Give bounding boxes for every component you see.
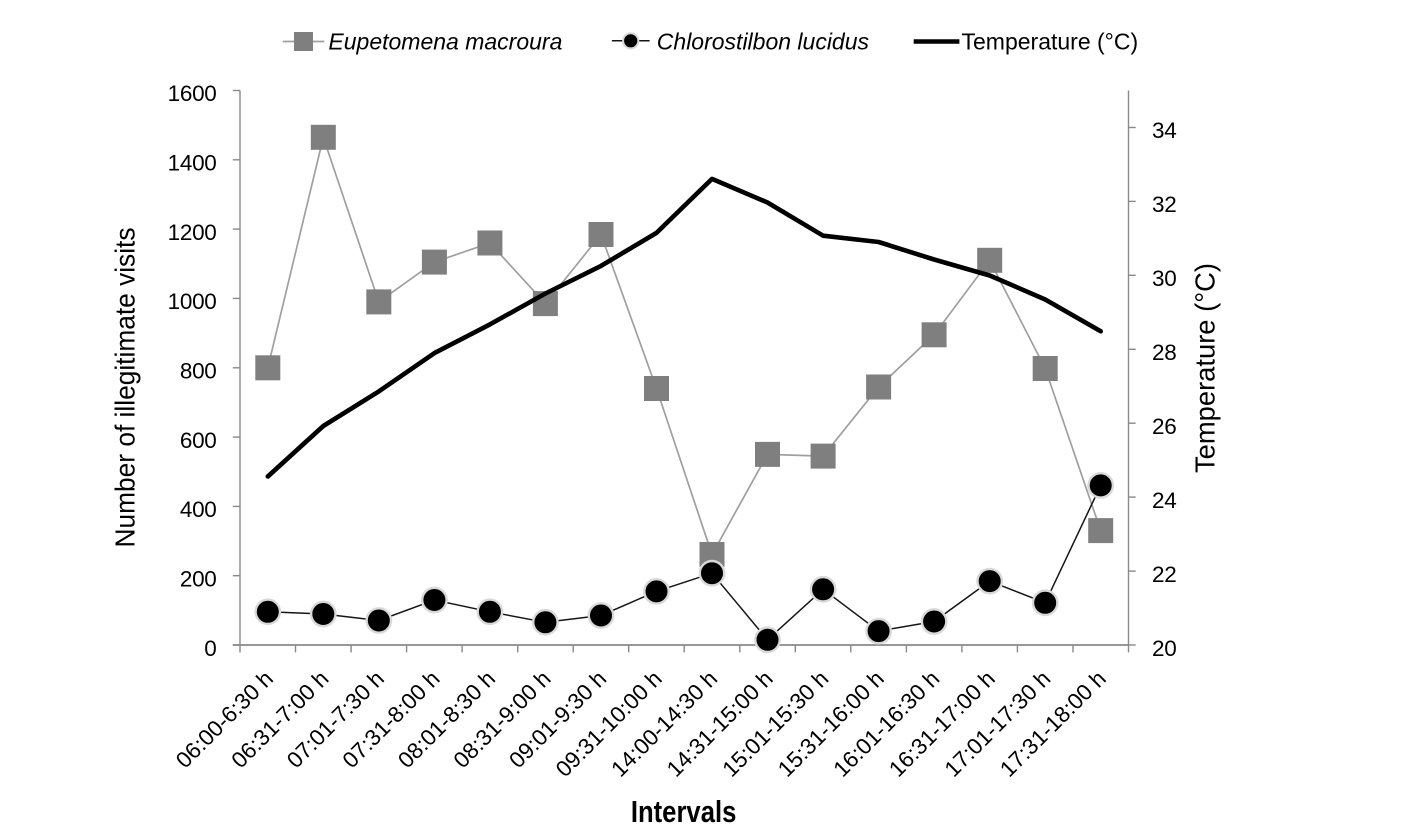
svg-text:800: 800: [180, 359, 217, 384]
svg-text:Number of illegitimate visits: Number of illegitimate visits: [109, 228, 140, 548]
svg-text:600: 600: [180, 428, 217, 453]
svg-text:Eupetomena macroura: Eupetomena macroura: [328, 29, 562, 55]
svg-text:0: 0: [204, 636, 216, 661]
svg-text:1600: 1600: [168, 81, 217, 106]
svg-text:26: 26: [1152, 414, 1176, 439]
svg-text:Intervals: Intervals: [631, 794, 737, 829]
svg-text:400: 400: [180, 497, 217, 522]
svg-text:1200: 1200: [168, 220, 217, 245]
svg-text:22: 22: [1152, 562, 1176, 587]
svg-text:20: 20: [1152, 636, 1176, 661]
svg-text:1000: 1000: [168, 289, 217, 314]
svg-text:Chlorostilbon lucidus: Chlorostilbon lucidus: [657, 29, 870, 55]
svg-text:1400: 1400: [168, 151, 217, 176]
svg-text:30: 30: [1152, 266, 1176, 291]
svg-text:28: 28: [1152, 340, 1176, 365]
svg-text:Temperature (°C): Temperature (°C): [962, 29, 1139, 55]
svg-text:200: 200: [180, 566, 217, 591]
svg-text:Temperature (°C): Temperature (°C): [1190, 263, 1221, 473]
svg-text:24: 24: [1152, 488, 1176, 513]
svg-text:32: 32: [1152, 192, 1176, 217]
svg-text:34: 34: [1152, 118, 1176, 143]
